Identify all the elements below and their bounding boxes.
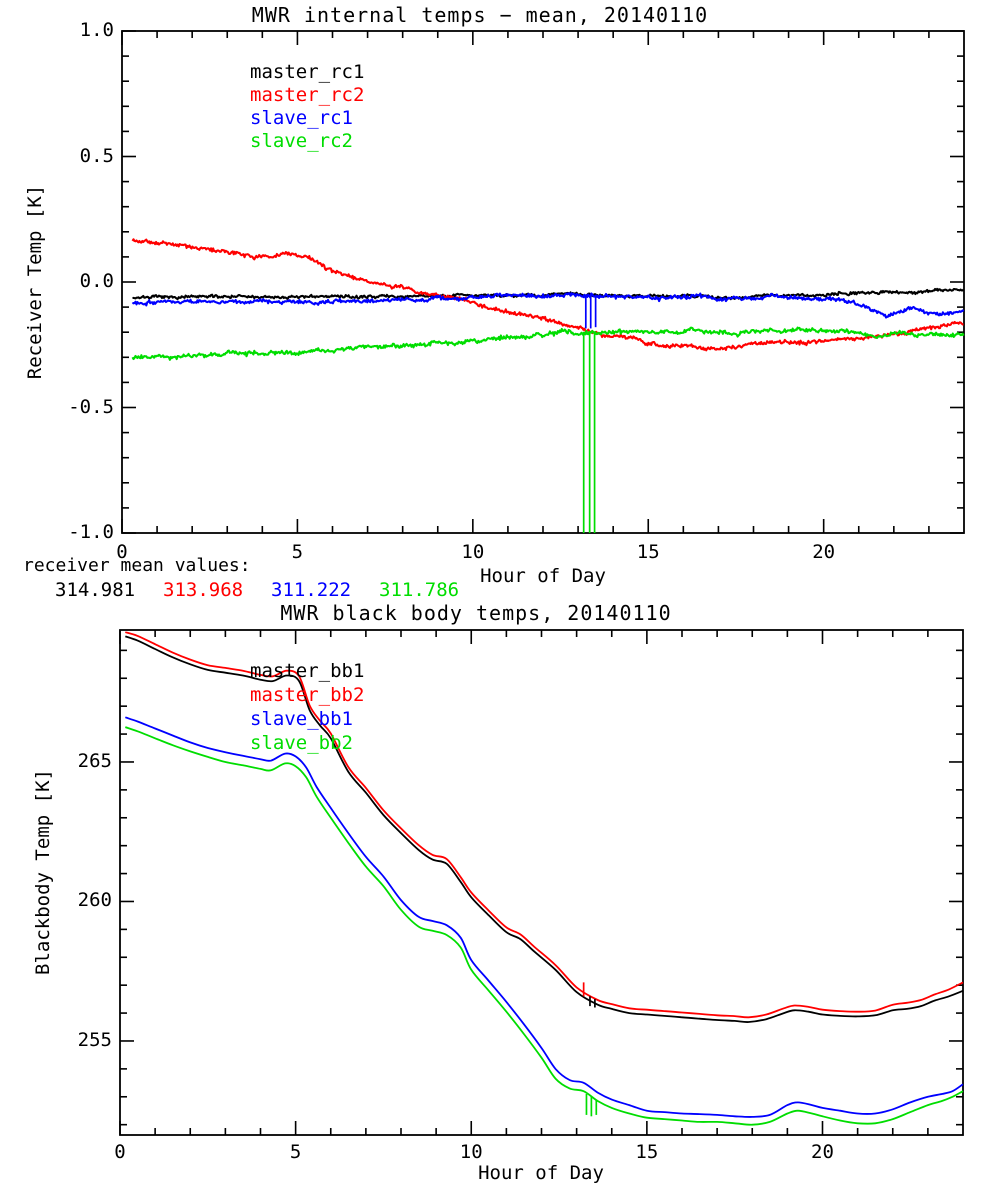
x-tick-label: 5 xyxy=(291,541,304,563)
y-tick-label: 0.0 xyxy=(79,270,114,292)
ticks-receiver-temps xyxy=(121,30,964,534)
x-tick-label: 10 xyxy=(459,1141,483,1163)
series-slave_rc2 xyxy=(131,326,965,361)
x-tick-label: 15 xyxy=(635,1141,659,1163)
legend-item-slave_bb2: slave_bb2 xyxy=(250,732,353,754)
plot-blackbody-temps xyxy=(119,629,964,1136)
mean-value-0: 314.981 xyxy=(55,579,136,601)
x-tick-label: 20 xyxy=(812,541,836,563)
y-tick-label: -0.5 xyxy=(68,395,114,418)
mean-value-3: 311.786 xyxy=(379,579,460,601)
legend-item-master_bb2: master_bb2 xyxy=(250,684,365,706)
bottom-plot-title: MWR black body temps, 20140110 xyxy=(280,601,672,625)
top-plot-xlabel: Hour of Day xyxy=(480,565,606,587)
series-slave_bb1 xyxy=(125,716,964,1118)
top-plot-title: MWR internal temps − mean, 20140110 xyxy=(251,3,709,27)
bottom-plot-xlabel: Hour of Day xyxy=(478,1162,604,1184)
series-slave_rc1 xyxy=(131,292,965,319)
series-master_rc2 xyxy=(131,238,964,352)
y-tick-label: 260 xyxy=(77,889,112,912)
plot-receiver-temps xyxy=(121,30,965,534)
ticks-blackbody-temps xyxy=(119,630,963,1135)
axes-box-receiver-temps xyxy=(121,30,965,534)
x-tick-label: 20 xyxy=(811,1141,834,1163)
series-master_bb2 xyxy=(125,631,964,1019)
mean-values-label: receiver mean values: xyxy=(23,555,251,576)
x-tick-label: 15 xyxy=(636,541,660,563)
series-master_bb1 xyxy=(125,635,964,1023)
x-tick-label: 0 xyxy=(116,541,128,563)
x-tick-label: 10 xyxy=(461,541,485,563)
mean-value-2: 311.222 xyxy=(271,579,352,601)
y-tick-label: 265 xyxy=(77,749,112,772)
series-slave_bb2 xyxy=(125,726,964,1126)
bottom-plot-ylabel: Blackbody Temp [K] xyxy=(32,769,55,975)
y-tick-label: 255 xyxy=(77,1028,112,1051)
legend-item-slave_rc1: slave_rc1 xyxy=(250,107,353,129)
legend-item-master_rc1: master_rc1 xyxy=(250,61,365,83)
y-tick-label: -1.0 xyxy=(68,521,114,543)
y-tick-label: 0.5 xyxy=(79,144,114,167)
x-tick-label: 5 xyxy=(289,1141,302,1163)
mean-value-1: 313.968 xyxy=(163,579,244,601)
legend-item-master_rc2: master_rc2 xyxy=(250,84,365,106)
legend-item-master_bb1: master_bb1 xyxy=(250,660,365,682)
legend-item-slave_rc2: slave_rc2 xyxy=(250,130,353,152)
legend-item-slave_bb1: slave_bb1 xyxy=(250,708,353,730)
x-tick-label: 0 xyxy=(114,1141,126,1163)
y-tick-label: 1.0 xyxy=(79,19,114,41)
